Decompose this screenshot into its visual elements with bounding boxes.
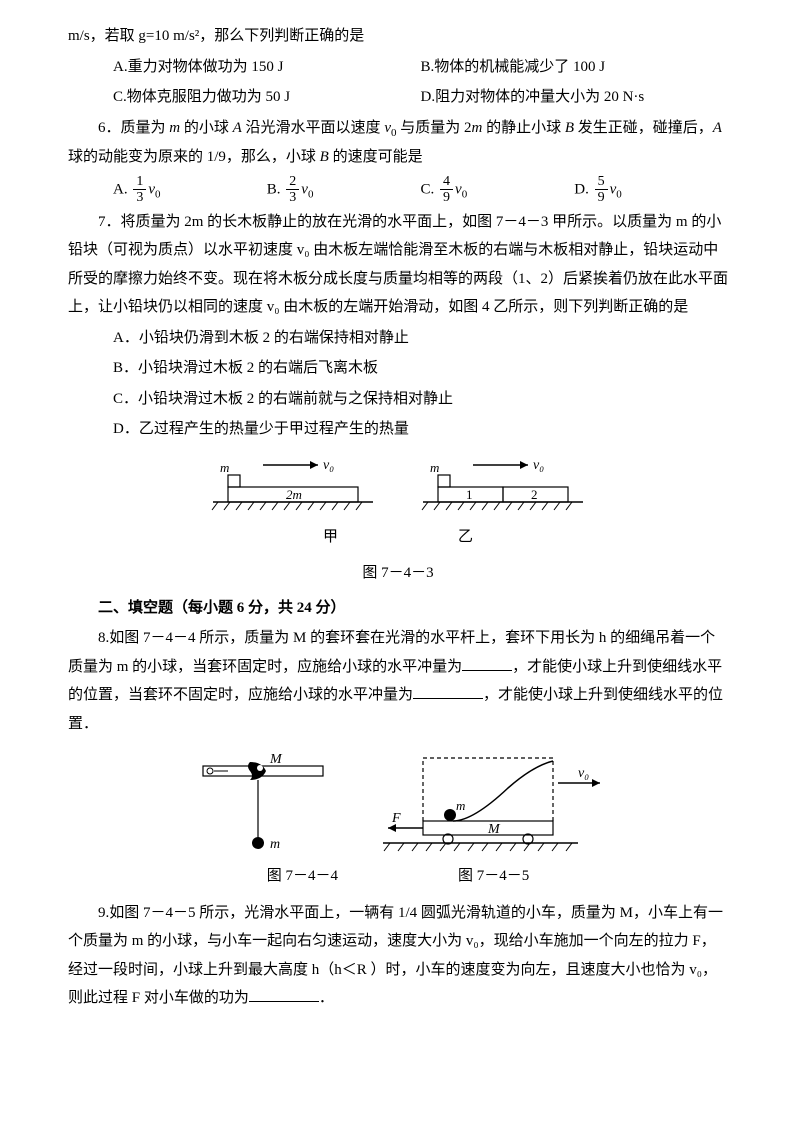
q8-blank2 [413, 684, 483, 699]
fig-n2: 2 [531, 487, 538, 502]
q9-v0: v₀ [578, 766, 589, 781]
q7-fig-right: m v₀ 1 2 [418, 454, 588, 519]
q5-options-row2: C.物体克服阻力做功为 50 J D.阻力对物体的冲量大小为 20 N·s [113, 83, 728, 112]
fig-m-left: m [220, 460, 229, 475]
q8-fig-caption: 图 7－4－4 [267, 862, 338, 891]
q7-optC: C．小铅块滑过木板 2 的右端前就与之保持相对静止 [113, 385, 728, 414]
q6-A1: A [233, 120, 242, 136]
fig-v0-right: v₀ [533, 458, 544, 473]
q9-m: m [456, 798, 465, 813]
q6-B1: B [565, 120, 574, 136]
q6-stem: 6．质量为 m 的小球 A 沿光滑水平面以速度 v0 与质量为 2m 的静止小球… [68, 114, 728, 172]
q6-m1: m [169, 120, 180, 136]
q6-mid2: 沿光滑水平面以速度 [242, 120, 385, 136]
q6-A2: A [713, 120, 722, 136]
q8-text: 8.如图 7－4－4 所示，质量为 M 的套环套在光滑的水平杆上，套环下用长为 … [68, 624, 728, 738]
q6-mid1: 的小球 [180, 120, 233, 136]
q6-opt-1: B. 23v0 [267, 174, 421, 206]
q9-end: ． [319, 990, 334, 1006]
fig-v0-left: v₀ [323, 458, 334, 473]
q7-optD: D．乙过程产生的热量少于甲过程产生的热量 [113, 415, 728, 444]
q7-fig-caption: 图 7－4－3 [68, 559, 728, 588]
q8-blank1 [462, 656, 512, 671]
q5-optB: B.物体的机械能减少了 100 J [421, 53, 729, 82]
q7-stem: 7．将质量为 2m 的长木板静止的放在光滑的水平面上，如图 7－4－3 甲所示。… [68, 208, 728, 322]
q6-m2: m [472, 120, 483, 136]
q6-opt-2: C. 49v0 [421, 174, 575, 206]
fig-n1: 1 [466, 487, 473, 502]
q6-options: A. 13v0B. 23v0C. 49v0D. 59v0 [113, 174, 728, 206]
q5-stem: m/s，若取 g=10 m/s²，那么下列判断正确的是 [68, 22, 728, 51]
fig-2m: 2m [286, 487, 302, 502]
q5-optA: A.重力对物体做功为 150 J [113, 53, 421, 82]
q7-fig-left: m v₀ 2m [208, 454, 378, 519]
q6-mid3: 与质量为 2 [396, 120, 471, 136]
q7-optA: A．小铅块仍滑到木板 2 的右端保持相对静止 [113, 324, 728, 353]
q9-pre: 9.如图 7－4－5 所示，光滑水平面上，一辆有 1/4 圆弧光滑轨道的小车，质… [68, 905, 723, 1007]
fig-m-right: m [430, 460, 439, 475]
q7-cap-left: 甲 [323, 523, 338, 552]
q8-q9-figures: M m m M F v₀ [68, 748, 728, 858]
q6-opt-3: D. 59v0 [574, 174, 728, 206]
q9-blank [249, 987, 319, 1002]
q5-optC: C.物体克服阻力做功为 50 J [113, 83, 421, 112]
q9-fig: m M F v₀ [378, 748, 608, 858]
q6-B2: B [320, 149, 329, 165]
q6-end: 的速度可能是 [329, 149, 423, 165]
q9-M: M [487, 822, 501, 837]
q6-opt-0: A. 13v0 [113, 174, 267, 206]
q9-text: 9.如图 7－4－5 所示，光滑水平面上，一辆有 1/4 圆弧光滑轨道的小车，质… [68, 899, 728, 1013]
q9-F: F [391, 811, 401, 826]
q6-mid5: 发生正碰，碰撞后， [574, 120, 713, 136]
q6-mid4: 的静止小球 [482, 120, 565, 136]
q5-optD: D.阻力对物体的冲量大小为 20 N·s [421, 83, 729, 112]
q6-mid6: 球的动能变为原来的 1/9，那么，小球 [68, 149, 320, 165]
q8-q9-captions: 图 7－4－4 图 7－4－5 [68, 862, 728, 891]
q6-pre: 6．质量为 [98, 120, 169, 136]
q8-fig: M m [188, 748, 338, 858]
q9-fig-caption: 图 7－4－5 [458, 862, 529, 891]
q8-M: M [269, 752, 283, 767]
q7-optB: B．小铅块滑过木板 2 的右端后飞离木板 [113, 354, 728, 383]
q5-options-row1: A.重力对物体做功为 150 J B.物体的机械能减少了 100 J [113, 53, 728, 82]
q8-m: m [270, 837, 280, 852]
q7-figures: m v₀ 2m m v₀ 1 2 [68, 454, 728, 519]
q6-v1: v [384, 120, 391, 136]
q7-cap-right: 乙 [458, 523, 473, 552]
q7-fig-sublabels: 甲 乙 [68, 523, 728, 552]
section2-heading: 二、填空题（每小题 6 分，共 24 分） [68, 594, 728, 623]
